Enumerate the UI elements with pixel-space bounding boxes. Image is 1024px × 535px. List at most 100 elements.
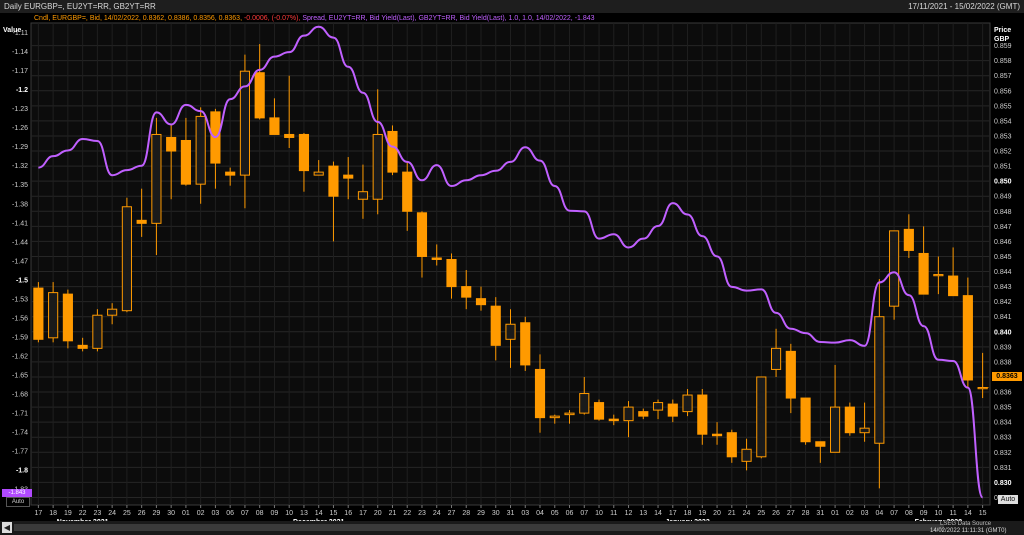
x-tick-label: 27 [448, 510, 456, 517]
left-tick-label: -1.38 [12, 201, 28, 208]
left-auto-scale-button[interactable]: Auto [6, 497, 30, 507]
x-tick-label: 23 [418, 510, 426, 517]
x-tick-label: 20 [713, 510, 721, 517]
x-tick-label: 12 [625, 510, 633, 517]
x-tick-label: 04 [536, 510, 544, 517]
x-tick-label: 26 [138, 510, 146, 517]
candle-down [475, 298, 487, 306]
left-tick-label: -1.68 [12, 392, 28, 399]
right-tick-label: 0.852 [994, 149, 1012, 156]
candle-down [815, 441, 826, 447]
x-tick-label: 27 [787, 510, 795, 517]
candle-up [874, 316, 885, 444]
right-axis-title: Price [994, 27, 1011, 34]
candle-down [446, 258, 457, 288]
candle-up [313, 171, 324, 176]
scroll-track[interactable] [14, 524, 944, 531]
right-tick-label: 0.832 [994, 450, 1012, 457]
scroll-left-icon[interactable]: ◀ [2, 522, 12, 533]
time-scrollbar[interactable]: ◀ LSEG Data Source 14/02/2022 11:11:31 (… [0, 521, 1024, 535]
right-tick-label: 0.846 [994, 239, 1012, 246]
candle-up [549, 415, 560, 419]
right-tick-label: 0.851 [994, 164, 1012, 171]
candle-down [402, 171, 413, 212]
left-tick-label: -1.56 [12, 315, 28, 322]
x-tick-label: 14 [315, 510, 323, 517]
left-tick-label: -1.17 [12, 68, 28, 75]
right-tick-label: 0.838 [994, 359, 1012, 366]
right-tick-label: 0.835 [994, 405, 1012, 412]
x-tick-label: 24 [433, 510, 441, 517]
x-tick-label: 15 [330, 510, 338, 517]
candle-up [151, 133, 162, 224]
candle-down [903, 228, 914, 251]
x-tick-label: 16 [344, 510, 352, 517]
right-tick-label: 0.857 [994, 73, 1012, 80]
chart-title: Daily EURGBP=, EU2YT=RR, GB2YT=RR [4, 2, 156, 11]
left-tick-label: -1.35 [12, 182, 28, 189]
left-tick-label: -1.41 [12, 220, 28, 227]
left-axis-title: Value [3, 27, 21, 34]
right-tick-label: 0.850 [994, 179, 1012, 186]
candle-up [756, 376, 767, 458]
x-tick-label: 20 [374, 510, 382, 517]
right-tick-label: 0.858 [994, 58, 1012, 65]
right-tick-label: 0.848 [994, 209, 1012, 216]
left-tick-label: -1.26 [12, 125, 28, 132]
candle-down [711, 433, 723, 437]
left-tick-label: -1.74 [12, 430, 28, 437]
right-tick-label: 0.843 [994, 284, 1012, 291]
candle-down [461, 286, 472, 298]
x-tick-label: 15 [979, 510, 987, 517]
candle-down [416, 212, 428, 257]
x-tick-label: 28 [802, 510, 810, 517]
x-tick-label: 22 [403, 510, 411, 517]
right-tick-label: 0.830 [994, 480, 1012, 487]
right-tick-label: 0.859 [994, 43, 1012, 50]
candle-up [889, 230, 900, 307]
x-tick-label: 13 [300, 510, 308, 517]
candle-down [726, 432, 737, 458]
x-tick-label: 02 [846, 510, 854, 517]
chart-legend: Cndl, EURGBP=, Bid, 14/02/2022, 0.8362, … [34, 14, 595, 23]
x-tick-label: 14 [964, 510, 972, 517]
right-axis-unit: GBP [994, 36, 1010, 43]
candle-up [741, 448, 752, 462]
candle-up [859, 427, 870, 434]
x-tick-label: 09 [271, 510, 279, 517]
candle-up [48, 292, 59, 339]
right-tick-label: 0.854 [994, 118, 1012, 125]
month-label: February 2022 [915, 519, 963, 521]
left-tick-label: -1.47 [12, 258, 28, 265]
candle-down [593, 402, 605, 420]
candle-up [830, 406, 841, 453]
right-tick-label: 0.844 [994, 269, 1012, 276]
right-auto-scale-button[interactable]: Auto [998, 495, 1018, 504]
month-label: December 2021 [293, 519, 344, 521]
candle-down [608, 418, 619, 422]
candle-down [166, 136, 177, 152]
candle-down [254, 72, 265, 119]
left-tick-label: -1.32 [12, 163, 28, 170]
legend-candle: Cndl, EURGBP=, Bid, 14/02/2022, 0.8362, … [34, 15, 243, 22]
x-tick-label: 08 [256, 510, 264, 517]
candle-down [180, 139, 191, 185]
left-tick-label: -1.44 [12, 239, 28, 246]
x-tick-label: 03 [861, 510, 869, 517]
spread-current-value-tag: -1.843 [2, 489, 32, 497]
candle-up [652, 402, 664, 411]
candle-up [107, 308, 118, 316]
candle-down [136, 219, 147, 224]
left-tick-label: -1.77 [12, 449, 28, 456]
candle-down [269, 117, 280, 135]
x-tick-label: 19 [698, 510, 706, 517]
candle-up [121, 206, 132, 312]
x-tick-label: 24 [743, 510, 751, 517]
x-tick-label: 13 [639, 510, 647, 517]
window-titlebar: Daily EURGBP=, EU2YT=RR, GB2YT=RR 17/11/… [0, 0, 1024, 13]
candlestick-chart[interactable]: 0.859 0.858 0.857 0.856 0.855 0.854 0.853 0.852… [0, 13, 1024, 521]
x-tick-label: 11 [610, 510, 617, 517]
x-tick-label: 21 [728, 510, 736, 517]
right-tick-label: 0.853 [994, 133, 1012, 140]
candle-up [682, 394, 693, 413]
